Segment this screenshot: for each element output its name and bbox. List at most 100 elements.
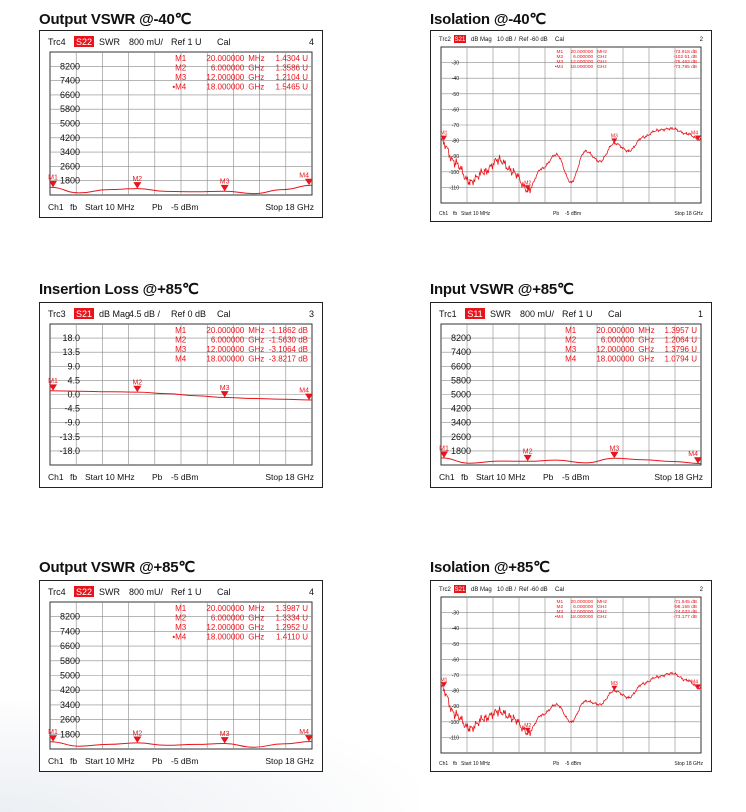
marker-label: M4 — [299, 387, 309, 394]
chart-svg: Trc2 S21 dB Mag 10 dB / Ref -60 dB Cal 2 -30 -40… — [439, 585, 704, 767]
y-tick-label: 8200 — [451, 333, 471, 343]
marker-value: 1.3987 U — [276, 604, 309, 613]
marker-triangle — [524, 185, 531, 190]
marker-triangle — [611, 685, 618, 691]
marker-triangle — [695, 684, 701, 690]
footer-fb: fb — [70, 472, 77, 482]
channel-index: 2 — [700, 37, 704, 43]
chart-title: Insertion Loss @+85℃ — [39, 281, 199, 298]
scale-label: 10 dB / — [497, 587, 516, 593]
footer-stop: Stop 18 GHz — [265, 202, 314, 212]
marker-value: 1.0794 U — [665, 355, 698, 364]
footer-power: -5 dBm — [171, 756, 198, 766]
marker-unit: GHz — [248, 345, 264, 354]
marker-id: M3 — [565, 345, 577, 354]
marker-triangle — [523, 454, 532, 462]
marker-value: 1.4110 U — [276, 633, 308, 642]
footer-power: -5 dBm — [171, 472, 198, 482]
footer-pb: Pb — [553, 211, 559, 217]
vna-chart-panel: Trc2 S21 dB Mag 10 dB / Ref -60 dB Cal 2 -30 -40… — [430, 580, 712, 772]
marker-unit: MHz — [597, 49, 607, 55]
param-label: S21 — [76, 309, 92, 319]
trace-label: Trc2 — [439, 587, 451, 593]
y-tick-label: 8200 — [60, 612, 80, 622]
marker-value: 1.2064 U — [665, 336, 698, 345]
y-tick-label: 6600 — [451, 361, 471, 371]
marker-value: -71.945 dB — [674, 599, 697, 605]
ref-label: Ref -60 dB — [519, 37, 548, 43]
marker-triangle — [610, 451, 619, 459]
y-tick-label: 6600 — [60, 90, 80, 100]
trace-line — [50, 184, 313, 195]
marker-unit: GHz — [638, 355, 654, 364]
marker-label: M3 — [220, 731, 230, 738]
marker-freq: 20.000000 — [596, 326, 634, 335]
marker-id: M4 — [565, 355, 577, 364]
y-tick-label: 4200 — [60, 685, 80, 695]
y-tick-label: 2600 — [451, 432, 471, 442]
marker-value: 1.2104 U — [276, 73, 309, 82]
y-tick-label: -100 — [449, 720, 459, 726]
marker-id: M1 — [175, 326, 187, 335]
y-tick-label: 13.5 — [62, 347, 80, 357]
chart-title: Output VSWR @+85℃ — [39, 559, 195, 576]
marker-triangle — [440, 451, 448, 458]
param-badge — [454, 35, 466, 43]
marker-freq: 18.000000 — [571, 64, 594, 70]
chart-svg: Trc1 S11 SWR 800 mU/Ref 1 U Cal 1 8200 7400 6600… — [439, 308, 703, 482]
format-label: dB Mag — [99, 309, 130, 319]
y-tick-label: 7400 — [60, 626, 80, 636]
y-tick-label: -90 — [452, 154, 459, 160]
marker-value: 1.4304 U — [276, 54, 309, 63]
footer-fb: fb — [70, 756, 77, 766]
footer-power: -5 dBm — [171, 202, 198, 212]
marker-value: -73.177 dB — [674, 614, 697, 620]
footer-start: Start 10 MHz — [476, 472, 526, 482]
trace-line — [440, 126, 702, 194]
footer-channel: Ch1 — [48, 472, 64, 482]
cal-label: Cal — [217, 309, 231, 319]
y-tick-label: -70 — [452, 673, 459, 679]
param-label: S11 — [467, 309, 482, 319]
marker-freq: 6.000000 — [573, 54, 593, 60]
marker-value: -3.1064 dB — [269, 345, 308, 354]
param-label: S21 — [455, 587, 466, 593]
footer-pb: Pb — [553, 761, 559, 767]
marker-freq: 12.000000 — [571, 59, 594, 65]
marker-triangle — [305, 735, 313, 742]
y-tick-label: -60 — [452, 657, 459, 663]
trace-label: Trc2 — [439, 37, 451, 43]
marker-freq: 20.000000 — [206, 326, 244, 335]
marker-id: •M4 — [555, 614, 564, 620]
marker-freq: 6.000000 — [211, 614, 245, 623]
marker-id: M3 — [557, 609, 564, 615]
ref-label: Ref 1 U — [171, 37, 202, 47]
y-tick-label: 5000 — [60, 671, 80, 681]
marker-unit: GHz — [248, 336, 264, 345]
y-tick-label: 1800 — [60, 729, 80, 739]
chart-svg: Trc4 S22 SWR 800 mU/Ref 1 U Cal 4 8200 7400 6600… — [48, 586, 314, 766]
ref-label: Ref 0 dB — [171, 309, 206, 319]
scale-label: 4.5 dB / — [129, 309, 161, 319]
marker-id: •M4 — [555, 64, 564, 70]
footer-channel: Ch1 — [439, 761, 448, 767]
ref-label: Ref -60 dB — [519, 587, 548, 593]
marker-unit: GHz — [248, 633, 264, 642]
marker-value: 1.3796 U — [665, 345, 698, 354]
marker-id: M3 — [175, 73, 187, 82]
y-tick-label: -50 — [452, 642, 459, 648]
marker-unit: GHz — [597, 609, 607, 615]
marker-triangle — [133, 385, 142, 393]
marker-freq: 6.000000 — [211, 336, 245, 345]
y-tick-label: -30 — [452, 61, 459, 67]
param-badge — [465, 308, 485, 319]
marker-value: 1.3334 U — [276, 614, 309, 623]
format-label: SWR — [490, 309, 511, 319]
footer-power: -5 dBm — [565, 761, 581, 767]
marker-id: •M4 — [172, 83, 186, 92]
marker-freq: 20.000000 — [206, 604, 244, 613]
marker-freq: 20.000000 — [206, 54, 244, 63]
marker-label: M4 — [691, 680, 698, 686]
marker-value: -102.51 dB — [674, 54, 697, 60]
footer-pb: Pb — [152, 472, 163, 482]
